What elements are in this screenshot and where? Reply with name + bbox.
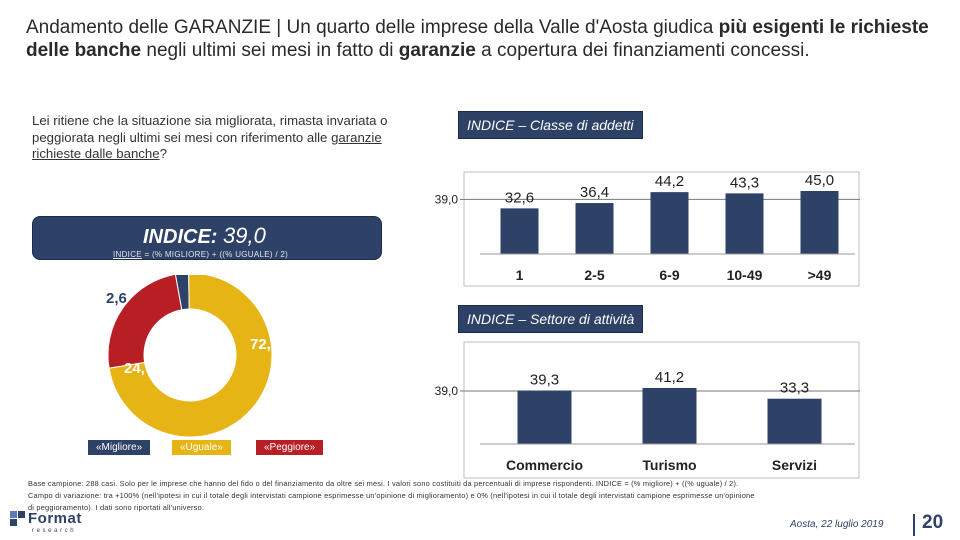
index-main: INDICE: 39,0 (143, 223, 266, 249)
bar-value-label: 32,6 (505, 189, 534, 206)
footnote-line-3: di peggioramento). I dati sono riportati… (28, 503, 205, 513)
bar-Turismo (642, 387, 697, 444)
donut-label-uguale: 72,7 (250, 336, 279, 353)
chart-title-addetti: INDICE – Classe di addetti (458, 111, 643, 139)
bar-1049 (725, 193, 764, 254)
bar-value-label: 33,3 (780, 380, 809, 397)
index-summary-box: INDICE: 39,0 INDICE = (% MIGLIORE) + ((%… (32, 216, 382, 260)
donut-label-migliore: 2,6 (106, 290, 127, 307)
bar-49 (800, 191, 839, 254)
reference-label: 39,0 (435, 192, 459, 206)
title-part-6: a copertura dei finanziamenti concessi. (475, 40, 810, 61)
bar-1 (500, 208, 539, 254)
category-label: 6-9 (659, 267, 679, 283)
index-label: INDICE: (143, 226, 218, 248)
bar-value-label: 43,3 (730, 174, 759, 191)
bar-Servizi (767, 398, 822, 444)
bar-value-label: 45,0 (805, 172, 834, 189)
category-label: 1 (516, 267, 524, 283)
category-label: 10-49 (727, 267, 763, 283)
title-part-4: negli ultimi sei mesi in fatto di (141, 40, 399, 61)
bars-addetti: 39,0 32,6 1 36,4 2-5 44,2 6-9 43,3 10-49 45,0 >49 (435, 172, 860, 283)
title-part-5: garanzie (398, 40, 476, 61)
category-label: Commercio (506, 457, 583, 473)
page-number: 20 (922, 512, 944, 533)
bar-Commercio (517, 390, 572, 444)
title-part-2: della Valle d'Aosta giudica (488, 17, 719, 38)
question-text: Lei ritiene che la situazione sia miglio… (32, 113, 388, 145)
chart-title-settore-text: INDICE – Settore di attività (467, 311, 635, 327)
legend-uguale: «Uguale» (172, 440, 231, 455)
logo-sub: research (32, 528, 77, 534)
logo-mark-icon (10, 511, 25, 526)
bar-chart-addetti: 39,0 32,6 1 36,4 2-5 44,2 6-9 43,3 10-49 45,0 >49 (435, 171, 860, 287)
formula-underlined: INDICE (113, 250, 142, 259)
bars-settore: 39,0 39,3 Commercio 41,2 Turismo 33,3 Servizi (435, 369, 860, 473)
index-formula: INDICE = (% MIGLIORE) + ((% UGUALE) / 2) (113, 250, 288, 259)
donut-slices (107, 275, 273, 438)
title-part-1: Andamento delle GARANZIE | Un quarto del… (26, 17, 489, 38)
bar-value-label: 36,4 (580, 184, 609, 201)
chart-title-addetti-text: INDICE – Classe di addetti (467, 117, 634, 133)
chart-frame-settore (463, 341, 860, 479)
footer-separator (913, 514, 915, 536)
bar-69 (650, 192, 689, 254)
reference-label: 39,0 (435, 384, 459, 398)
category-label: 2-5 (584, 267, 604, 283)
donut-chart: 2,6 72,7 24,7 (106, 275, 279, 438)
bar-25 (575, 203, 614, 254)
category-label: Servizi (772, 457, 817, 473)
index-value: 39,0 (223, 223, 266, 248)
bar-value-label: 44,2 (655, 173, 684, 190)
footnote-line-1: Base campione: 288 casi. Solo per le imp… (28, 479, 739, 488)
title-part-3: più esigenti le richieste delle banche (26, 17, 929, 61)
formula-rest: = (% MIGLIORE) + ((% UGUALE) / 2) (141, 250, 289, 259)
category-label: >49 (808, 267, 832, 283)
bar-value-label: 39,3 (530, 372, 559, 389)
format-research-logo: Format research (8, 505, 88, 537)
footer-date: Aosta, 22 luglio 2019 (790, 519, 884, 530)
legend-migliore: «Migliore» (88, 440, 151, 455)
chart-frame-addetti (463, 171, 860, 287)
donut-slice-uguale (108, 275, 273, 438)
question-underlined: garanzie richieste dalle banche (32, 129, 382, 162)
donut-label-peggiore: 24,7 (124, 360, 153, 377)
survey-question: Lei ritiene che la situazione sia miglio… (32, 113, 402, 163)
legend-peggiore: «Peggiore» (256, 440, 324, 455)
logo-word: Format (28, 510, 82, 527)
chart-title-settore: INDICE – Settore di attività (458, 305, 644, 333)
footnote: Base campione: 288 casi. Solo per le imp… (28, 478, 898, 515)
bar-value-label: 41,2 (655, 369, 684, 386)
page-title: Andamento delle GARANZIE | Un quarto del… (26, 16, 946, 62)
footnote-line-2: Campo di variazione: tra +100% (nell'ipo… (28, 491, 755, 501)
question-end: ? (159, 146, 167, 161)
category-label: Turismo (642, 457, 696, 473)
donut-slice-peggiore (107, 275, 183, 369)
bar-chart-settore: 39,0 39,3 Commercio 41,2 Turismo 33,3 Servizi (435, 341, 860, 479)
